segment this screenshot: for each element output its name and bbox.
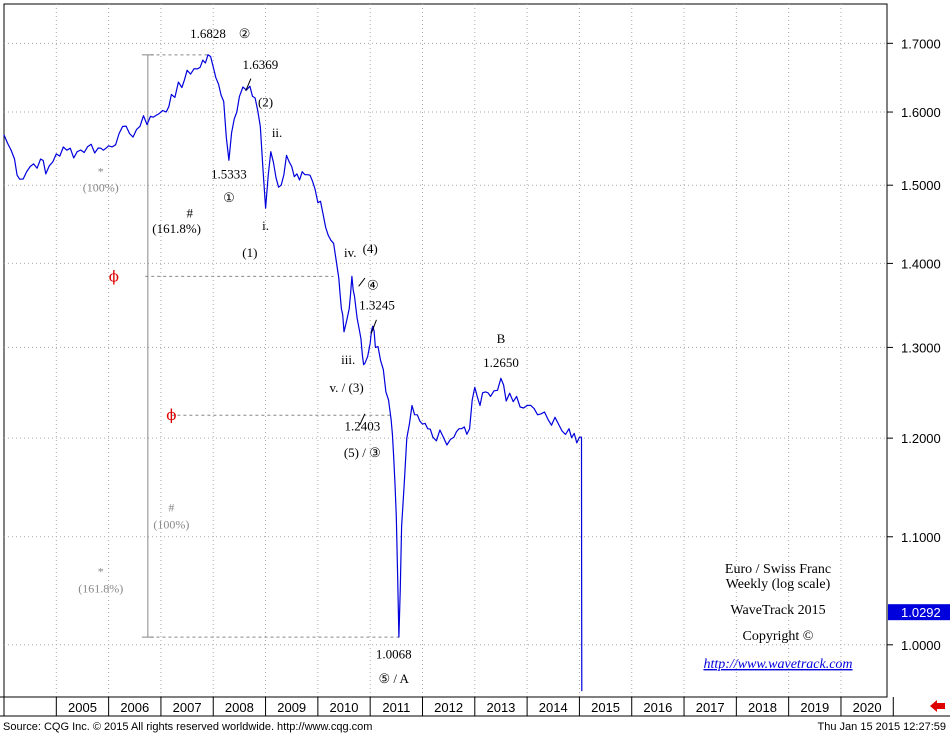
wave-label: ⑤ / A	[378, 671, 409, 686]
y-tick-label: 1.5000	[901, 178, 941, 193]
annotation-tick	[245, 78, 252, 92]
last-price-label: 1.0292	[901, 605, 941, 620]
wave-label: 1.2403	[344, 419, 380, 434]
info-line: Copyright ©	[743, 629, 814, 644]
wave-label: #	[186, 205, 193, 220]
wave-label: (1)	[242, 245, 257, 260]
wave-labels: Ⓒ / X1.6828②1.6369(2)ii.1.5333①#(161.8%)…	[152, 26, 519, 686]
fib-label: #	[168, 500, 174, 514]
wave-label: 1.5333	[211, 166, 247, 181]
wave-label: ②	[239, 26, 251, 41]
wave-label: 1.6828	[190, 26, 226, 41]
y-tick-label: 1.2000	[901, 431, 941, 446]
wave-label: (2)	[258, 94, 273, 109]
info-line: WaveTrack 2015	[730, 603, 825, 618]
x-tick-label: 2009	[277, 700, 306, 715]
wave-label: ii.	[272, 125, 282, 140]
annotation-tick	[370, 319, 377, 334]
fib-label: *	[98, 164, 104, 178]
wave-label: i.	[262, 218, 269, 233]
x-tick-label: 2019	[800, 700, 829, 715]
x-tick-label: 2016	[643, 700, 672, 715]
x-tick-label: 2015	[591, 700, 620, 715]
left-arrow-icon	[930, 700, 945, 712]
wave-label: 1.2650	[483, 355, 519, 370]
y-tick-label: 1.0000	[901, 638, 941, 653]
fib-label: *	[98, 565, 104, 579]
x-tick-label: 2018	[748, 700, 777, 715]
wave-label: ④	[367, 278, 379, 293]
wave-label: iii.	[341, 352, 355, 367]
phi-marker: ϕ	[166, 406, 176, 424]
wave-label: (161.8%)	[152, 221, 201, 236]
x-tick-label: 2008	[225, 700, 254, 715]
grid	[3, 3, 888, 698]
plot-frame	[3, 3, 888, 698]
x-tick-label: 2011	[382, 700, 410, 715]
source-footer: Source: CQG Inc. © 2015 All rights reser…	[3, 721, 373, 733]
x-tick-label: 2013	[486, 700, 515, 715]
y-tick-label: 1.3000	[901, 340, 941, 355]
wave-label: (4)	[363, 241, 378, 256]
wave-label: B	[497, 331, 506, 346]
x-tick-label: 2007	[173, 700, 202, 715]
y-axis: 1.7000 1.6000 1.5000 1.4000 1.3000 1.2000 1.10…	[887, 36, 950, 653]
wave-label: ①	[223, 190, 235, 205]
x-tick-label: 2006	[120, 700, 149, 715]
price-line	[3, 54, 583, 692]
fib-label: (100%)	[83, 180, 119, 194]
y-tick-label: 1.7000	[901, 36, 941, 51]
timestamp-footer: Thu Jan 15 2015 12:27:59	[817, 721, 946, 733]
annotation-tick	[359, 413, 366, 426]
phi-marker: ϕ	[109, 267, 119, 285]
x-tick-label: 2012	[434, 700, 463, 715]
y-tick-label: 1.1000	[901, 530, 941, 545]
wave-label: v. / (3)	[330, 380, 364, 395]
wavetrack-link[interactable]: http://www.wavetrack.com	[703, 657, 852, 672]
wave-label: (5) / ③	[344, 445, 381, 460]
y-tick-label: 1.4000	[901, 256, 941, 271]
x-tick-label: 2020	[853, 700, 882, 715]
fib-label: (161.8%)	[78, 582, 123, 596]
fib-label: (100%)	[153, 518, 189, 532]
last-price-badge	[888, 604, 950, 621]
x-tick-label: 2010	[330, 700, 359, 715]
wave-label: iv.	[344, 245, 357, 260]
wave-label: 1.6369	[242, 57, 278, 72]
x-tick-label: 2017	[696, 700, 725, 715]
price-series	[3, 54, 583, 692]
x-tick-label: 2014	[539, 700, 568, 715]
fib-guides: ϕ ϕ * (100%) # (100%) * (161.8%)	[78, 54, 399, 638]
wave-label: 1.3245	[359, 298, 395, 313]
annotation-tick	[358, 277, 366, 287]
info-line: Euro / Swiss Franc	[725, 562, 831, 577]
info-line: Weekly (log scale)	[726, 577, 831, 592]
x-tick-label: 2005	[68, 700, 97, 715]
x-axis: 2005 2006 2007 2008 2009 2010 2011 2012 2013 2014…	[0, 696, 950, 717]
wave-label: 1.0068	[376, 646, 412, 661]
y-tick-label: 1.6000	[901, 105, 941, 120]
